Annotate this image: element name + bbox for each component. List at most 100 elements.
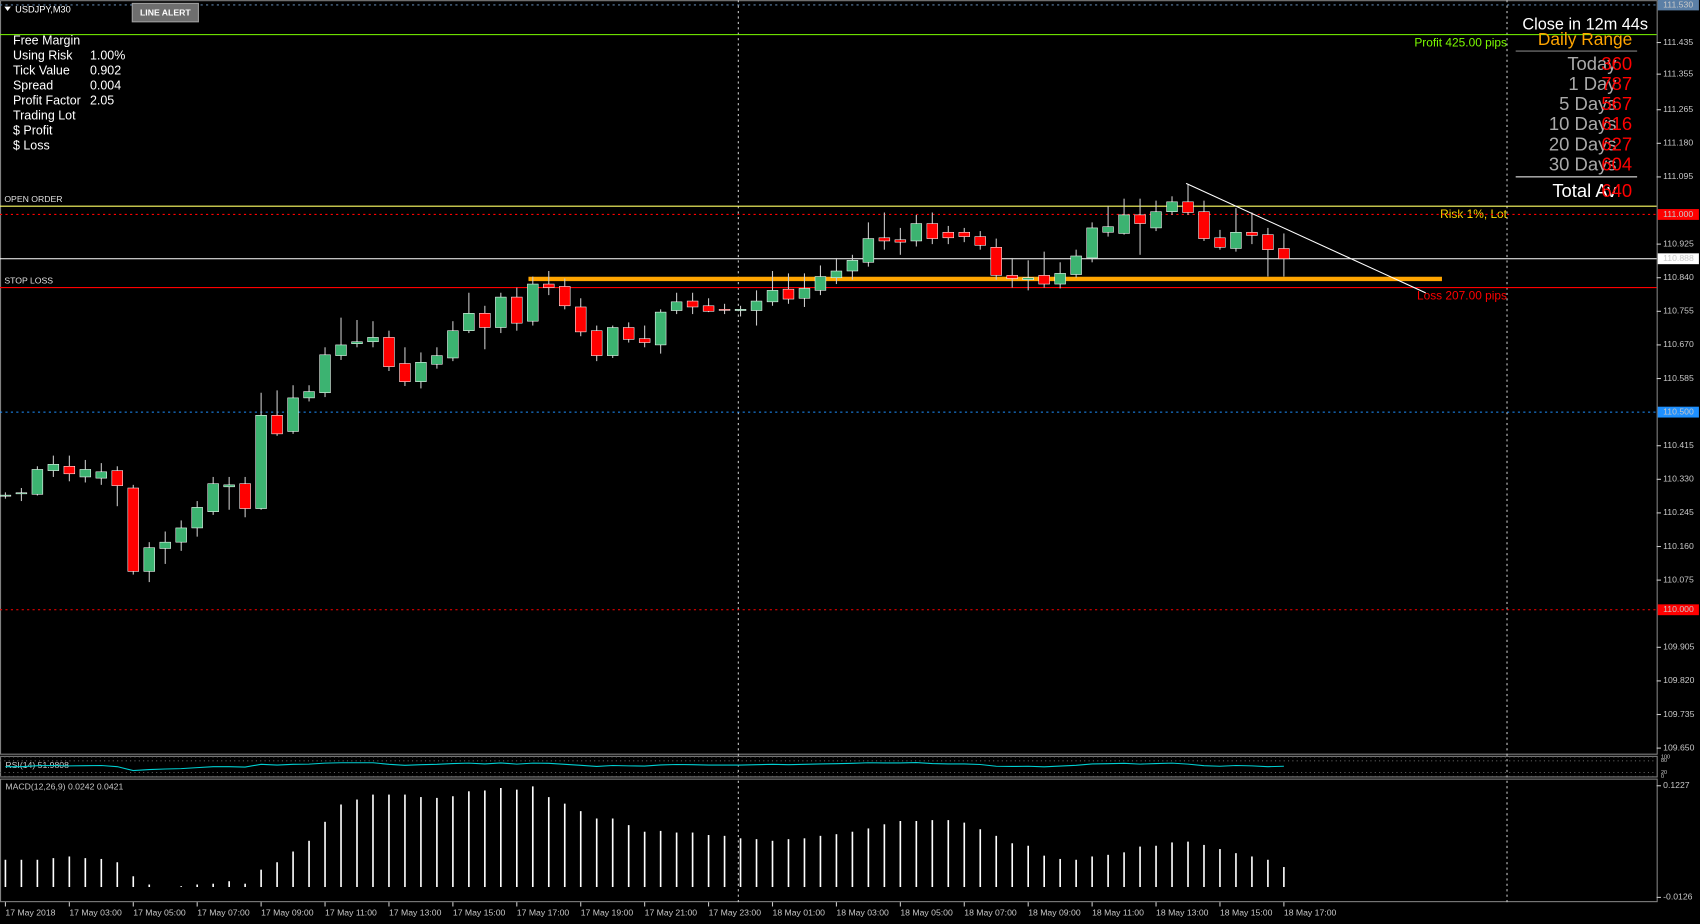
price-label-box bbox=[1657, 406, 1699, 418]
candle-body bbox=[543, 283, 555, 288]
price-label-box bbox=[1657, 209, 1699, 220]
candle-body bbox=[1022, 277, 1034, 280]
x-tick-label: 18 May 17:00 bbox=[1284, 907, 1337, 917]
y-tick-label: -0.0126 bbox=[1663, 892, 1693, 902]
info-value: 2.05 bbox=[90, 93, 114, 107]
y-tick-label: 110.840 bbox=[1663, 272, 1694, 282]
x-tick-label: 17 May 17:00 bbox=[517, 907, 570, 917]
info-value: 0.004 bbox=[90, 79, 121, 93]
y-tick-label: 111.435 bbox=[1663, 37, 1693, 47]
candle-body bbox=[95, 471, 107, 479]
candle-body bbox=[383, 337, 395, 367]
price-label: 111.000 bbox=[1663, 209, 1693, 219]
x-tick-label: 17 May 15:00 bbox=[453, 907, 506, 917]
candle-body bbox=[191, 507, 203, 529]
total-value: 640 bbox=[1601, 180, 1632, 201]
y-tick-label: 111.355 bbox=[1663, 68, 1693, 78]
x-tick-label: 17 May 07:00 bbox=[197, 907, 250, 917]
y-tick-label: 111.180 bbox=[1663, 138, 1693, 148]
x-tick-label: 18 May 11:00 bbox=[1092, 907, 1144, 917]
candle-body bbox=[1166, 201, 1178, 212]
candle-body bbox=[463, 313, 475, 331]
candle-body bbox=[862, 238, 875, 263]
price-label-box bbox=[1657, 253, 1699, 265]
candle-body bbox=[958, 231, 970, 237]
candle-body bbox=[654, 311, 667, 346]
candle-body bbox=[638, 338, 651, 343]
range-label: 20 Days bbox=[1549, 133, 1617, 154]
candle-body bbox=[702, 305, 715, 312]
candle-body bbox=[223, 484, 235, 488]
y-tick-label: 110.415 bbox=[1663, 440, 1694, 450]
x-tick-label: 18 May 07:00 bbox=[964, 907, 1017, 917]
y-tick-label: 111.265 bbox=[1663, 104, 1693, 114]
y-tick-label: 109.820 bbox=[1663, 675, 1694, 685]
candle-body bbox=[559, 286, 571, 307]
y-tick-label: 110.670 bbox=[1663, 339, 1694, 349]
candle-body bbox=[159, 541, 171, 549]
info-label: Trading Lot bbox=[13, 108, 76, 122]
candle-body bbox=[942, 231, 954, 239]
candle-body bbox=[287, 397, 299, 432]
level-right-label: Risk 1%, Lot bbox=[1440, 207, 1508, 221]
info-value: 1.00% bbox=[90, 49, 125, 63]
candle-body bbox=[207, 483, 219, 513]
range-label: Today bbox=[1567, 53, 1617, 74]
x-tick-label: 17 May 05:00 bbox=[133, 907, 186, 917]
candle-body bbox=[814, 276, 827, 291]
candle-body bbox=[335, 344, 347, 356]
range-label: 5 Days bbox=[1559, 93, 1616, 114]
candle-body bbox=[47, 464, 60, 471]
candle-body bbox=[894, 239, 907, 243]
y-tick-label: 0 bbox=[1661, 774, 1664, 780]
candle-body bbox=[255, 415, 267, 509]
y-tick-label: 20 bbox=[1661, 770, 1667, 776]
info-label: Spread bbox=[13, 79, 53, 93]
candle-body bbox=[718, 309, 731, 311]
candle-body bbox=[1262, 234, 1274, 250]
x-tick-label: 18 May 05:00 bbox=[900, 907, 953, 917]
price-label-box bbox=[1657, 0, 1699, 11]
candle-body bbox=[591, 330, 603, 356]
candle-body bbox=[527, 283, 539, 322]
x-tick-label: 17 May 23:00 bbox=[709, 907, 762, 917]
y-tick-label: 110.585 bbox=[1663, 373, 1694, 383]
x-tick-label: 17 May 19:00 bbox=[581, 907, 634, 917]
x-tick-label: 17 May 13:00 bbox=[389, 907, 442, 917]
info-label: Free Margin bbox=[13, 34, 80, 48]
candle-body bbox=[1118, 214, 1130, 234]
price-label: 110.000 bbox=[1663, 604, 1694, 614]
dropdown-arrow[interactable] bbox=[4, 6, 11, 11]
countdown: Close in 12m 44s bbox=[1522, 15, 1648, 33]
candle-body bbox=[431, 355, 443, 365]
x-tick-label: 17 May 09:00 bbox=[261, 907, 314, 917]
candle-body bbox=[990, 247, 1002, 276]
candle-body bbox=[495, 296, 507, 328]
range-label: 10 Days bbox=[1549, 113, 1617, 134]
y-tick-label: 80 bbox=[1661, 758, 1667, 764]
y-tick-label: 110.075 bbox=[1663, 574, 1694, 584]
y-tick-label: 110.160 bbox=[1663, 541, 1694, 551]
candle-body bbox=[750, 300, 763, 311]
y-tick-label: 100 bbox=[1661, 754, 1670, 760]
candle-body bbox=[766, 290, 779, 303]
candle-body bbox=[319, 354, 331, 394]
candle-body bbox=[1182, 201, 1194, 213]
x-tick-label: 18 May 01:00 bbox=[773, 907, 826, 917]
x-tick-label: 18 May 09:00 bbox=[1028, 907, 1081, 917]
range-value: 627 bbox=[1601, 133, 1632, 154]
range-label: 30 Days bbox=[1549, 153, 1617, 174]
candle-body bbox=[622, 327, 635, 340]
range-value: 787 bbox=[1601, 73, 1632, 94]
daily-range-title: Daily Range bbox=[1538, 29, 1632, 49]
candle-body bbox=[1150, 211, 1162, 229]
line-alert-button[interactable] bbox=[131, 2, 199, 23]
x-tick-label: 17 May 03:00 bbox=[69, 907, 122, 917]
price-label: 110.888 bbox=[1663, 253, 1694, 263]
candle-body bbox=[575, 306, 587, 333]
y-tick-label: 109.650 bbox=[1663, 742, 1694, 752]
y-tick-label: 109.905 bbox=[1663, 642, 1694, 652]
candle-body bbox=[351, 341, 363, 345]
